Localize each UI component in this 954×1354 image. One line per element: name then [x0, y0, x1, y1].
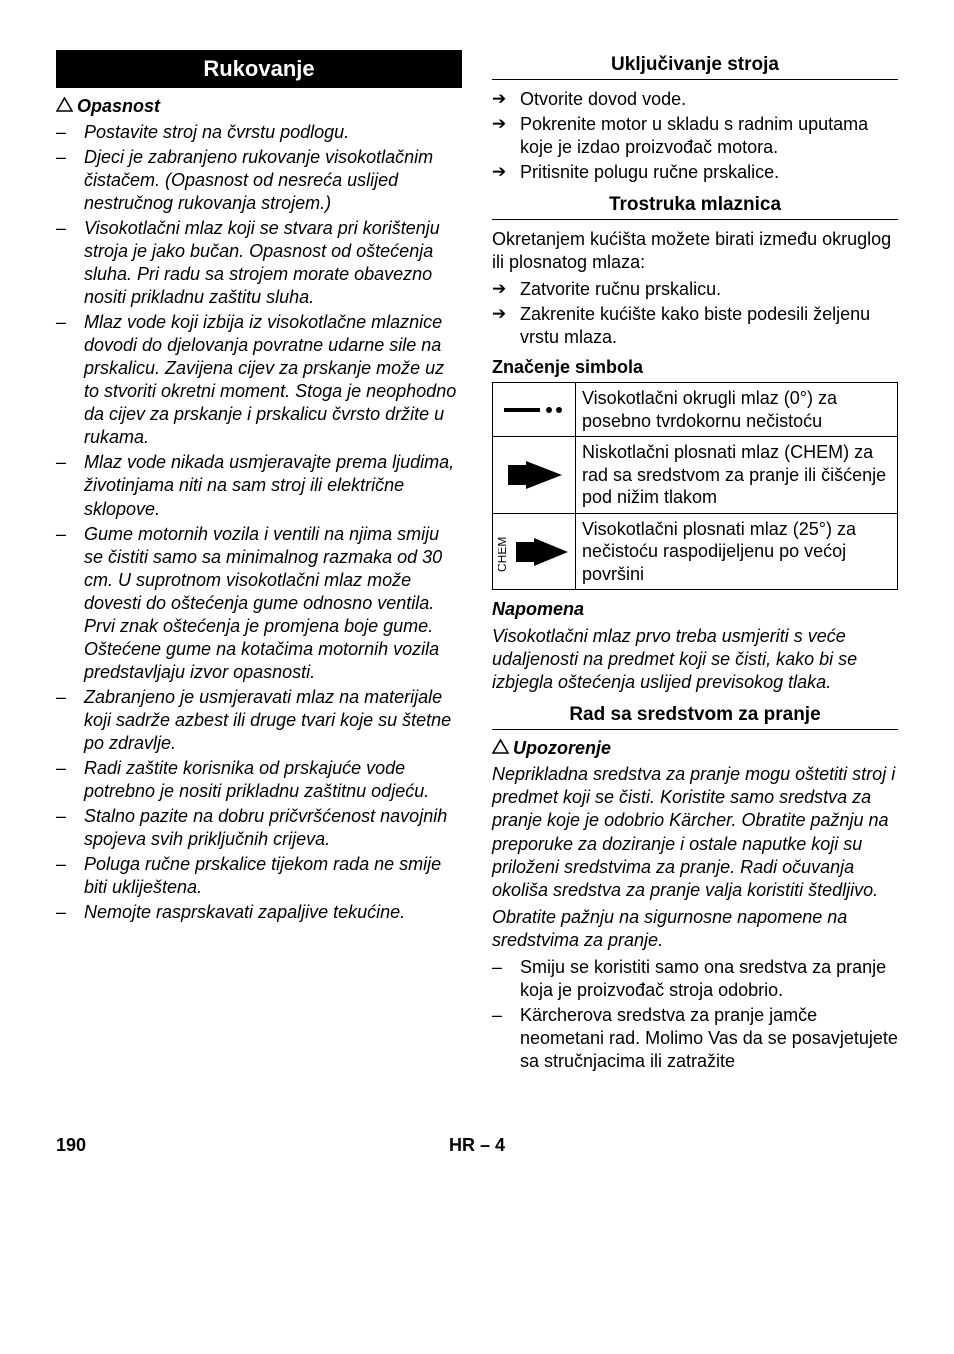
- list-item: Mlaz vode nikada usmjeravajte prema ljud…: [56, 451, 462, 520]
- danger-label: Opasnost: [56, 96, 462, 117]
- warning-label: Upozorenje: [492, 738, 898, 759]
- list-item: Gume motornih vozila i ventili na njima …: [56, 523, 462, 684]
- step-list: Otvorite dovod vode. Pokrenite motor u s…: [492, 88, 898, 184]
- warning-triangle-icon: [56, 96, 73, 117]
- subheading: Trostruka mlaznica: [492, 190, 898, 220]
- symbol-text: Visokotlačni okrugli mlaz (0°) za posebn…: [576, 383, 898, 437]
- subheading-minor: Značenje simbola: [492, 357, 898, 378]
- symbol-round-jet-icon: [493, 383, 576, 437]
- note-label: Napomena: [492, 598, 898, 621]
- list-item: Kärcherova sredstva za pranje jamče neom…: [492, 1004, 898, 1073]
- warning-triangle-icon: [492, 738, 509, 759]
- section-heading: Rukovanje: [56, 50, 462, 88]
- page-number: 190: [56, 1135, 86, 1156]
- list-item: Smiju se koristiti samo ona sredstva za …: [492, 956, 898, 1002]
- paragraph: Obratite pažnju na sigurnosne napomene n…: [492, 906, 898, 952]
- list-item: Visokotlačni mlaz koji se stvara pri kor…: [56, 217, 462, 309]
- note-text: Visokotlačni mlaz prvo treba usmjeriti s…: [492, 625, 898, 694]
- page-footer: 190 HR – 4 000: [0, 1105, 954, 1156]
- list-item: Zabranjeno je usmjeravati mlaz na materi…: [56, 686, 462, 755]
- list-item: Zatvorite ručnu prskalicu.: [492, 278, 898, 301]
- step-list: Zatvorite ručnu prskalicu. Zakrenite kuć…: [492, 278, 898, 349]
- list-item: Pritisnite polugu ručne prskalice.: [492, 161, 898, 184]
- list-item: Nemojte rasprskavati zapaljive tekućine.: [56, 901, 462, 924]
- subheading: Uključivanje stroja: [492, 50, 898, 80]
- list-item: Stalno pazite na dobru pričvršćenost nav…: [56, 805, 462, 851]
- symbol-flat-lowpressure-icon: [493, 437, 576, 514]
- list-item: Otvorite dovod vode.: [492, 88, 898, 111]
- table-row: Niskotlačni plosnati mlaz (CHEM) za rad …: [493, 437, 898, 514]
- list-item: Djeci je zabranjeno rukovanje visokotlač…: [56, 146, 462, 215]
- symbol-table: Visokotlačni okrugli mlaz (0°) za posebn…: [492, 382, 898, 590]
- paragraph: Okretanjem kućišta možete birati između …: [492, 228, 898, 274]
- paragraph: Neprikladna sredstva za pranje mogu ošte…: [492, 763, 898, 901]
- symbol-flat-highpressure-icon: CHEM: [493, 513, 576, 590]
- list-item: Postavite stroj na čvrstu podlogu.: [56, 121, 462, 144]
- table-row: CHEM Visokotlačni plosnati mlaz (25°) za…: [493, 513, 898, 590]
- list-item: Mlaz vode koji izbija iz visokotlačne ml…: [56, 311, 462, 449]
- svg-text:CHEM: CHEM: [498, 536, 509, 571]
- list-item: Zakrenite kućište kako biste podesili že…: [492, 303, 898, 349]
- footer-center: HR – 4: [86, 1135, 868, 1156]
- subheading: Rad sa sredstvom za pranje: [492, 700, 898, 730]
- table-row: Visokotlačni okrugli mlaz (0°) za posebn…: [493, 383, 898, 437]
- list-item: Poluga ručne prskalice tijekom rada ne s…: [56, 853, 462, 899]
- symbol-text: Niskotlačni plosnati mlaz (CHEM) za rad …: [576, 437, 898, 514]
- list-item: Radi zaštite korisnika od prskajuće vode…: [56, 757, 462, 803]
- danger-bullet-list: Postavite stroj na čvrstu podlogu. Djeci…: [56, 121, 462, 924]
- symbol-text: Visokotlačni plosnati mlaz (25°) za neči…: [576, 513, 898, 590]
- list-item: Pokrenite motor u skladu s radnim uputam…: [492, 113, 898, 159]
- bullet-list: Smiju se koristiti samo ona sredstva za …: [492, 956, 898, 1073]
